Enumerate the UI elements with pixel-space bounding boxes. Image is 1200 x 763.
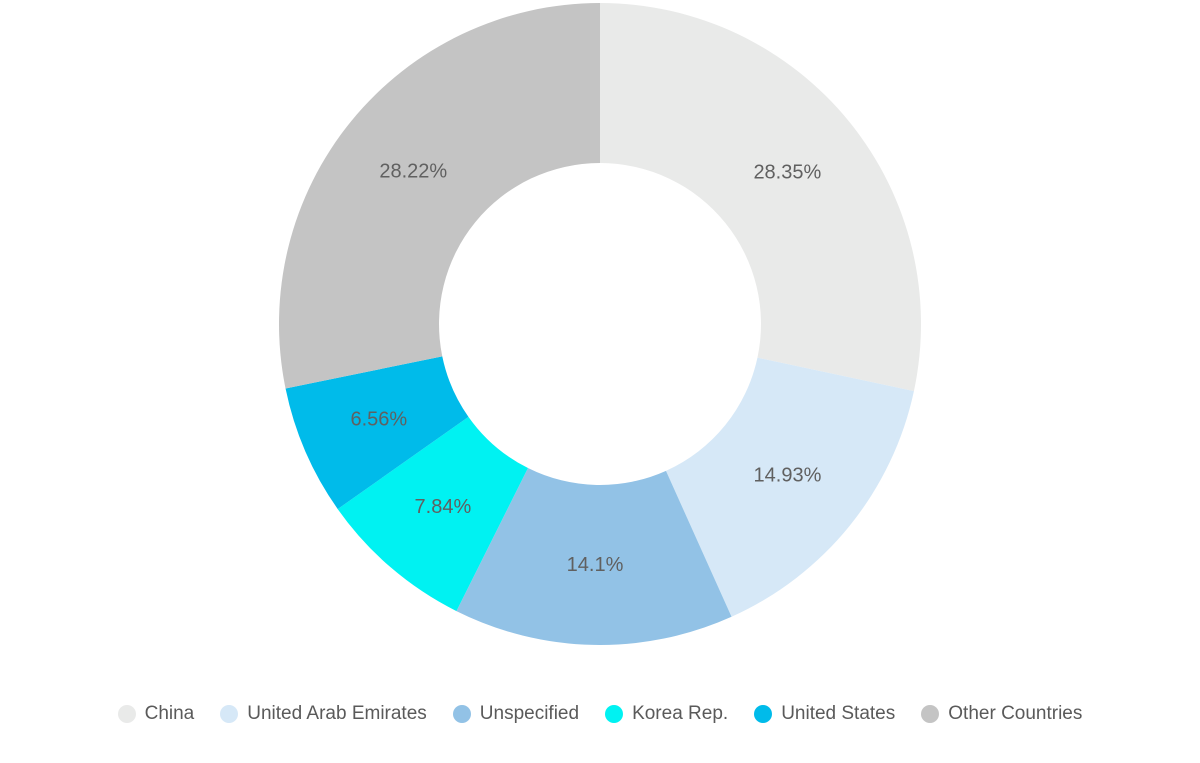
legend-item-china[interactable]: China	[117, 702, 195, 726]
legend-item-unspecified[interactable]: Unspecified	[452, 702, 580, 726]
pie-slice-united-states[interactable]	[285, 356, 469, 510]
slice-label-united-arab-emirates: 14.93%	[754, 464, 822, 486]
legend-label: China	[144, 703, 195, 724]
slice-label-china: 28.35%	[753, 161, 821, 183]
pie-slice-united-arab-emirates[interactable]	[665, 357, 914, 617]
legend-dot-icon	[117, 705, 136, 723]
pie-slice-unspecified[interactable]	[456, 468, 732, 645]
legend-label: Other Countries	[948, 703, 1083, 724]
legend-label: United Arab Emirates	[247, 703, 427, 724]
legend-dot-icon	[754, 705, 773, 723]
legend-dot-icon	[220, 705, 239, 723]
legend-dot-icon	[452, 705, 471, 723]
donut-chart-area: 28.35% 14.93% 14.1% 7.84% 6.56% 28.22%	[279, 3, 922, 645]
donut-chart: 28.35% 14.93% 14.1% 7.84% 6.56% 28.22%	[279, 3, 922, 645]
slice-label-unspecified: 14.1%	[567, 554, 624, 576]
pie-slice-other-countries[interactable]	[279, 3, 600, 389]
legend-label: Unspecified	[479, 703, 580, 724]
legend-label: Korea Rep.	[632, 703, 729, 724]
slice-label-united-states: 6.56%	[350, 409, 407, 431]
pie-slice-korea-rep[interactable]	[337, 416, 528, 612]
slice-label-other-countries: 28.22%	[379, 161, 447, 183]
legend-item-united-arab-emirates[interactable]: United Arab Emirates	[220, 702, 427, 726]
legend-item-other-countries[interactable]: Other Countries	[921, 702, 1082, 726]
legend-item-korea-rep[interactable]: Korea Rep.	[605, 702, 728, 726]
pie-slice-china[interactable]	[600, 3, 922, 392]
slice-label-korea-rep: 7.84%	[415, 496, 472, 518]
legend-label: United States	[781, 703, 896, 724]
legend-item-united-states[interactable]: United States	[754, 702, 895, 726]
legend: China United Arab Emirates Unspecified Kore…	[0, 702, 1200, 726]
legend-dot-icon	[921, 705, 940, 723]
legend-dot-icon	[605, 705, 624, 723]
